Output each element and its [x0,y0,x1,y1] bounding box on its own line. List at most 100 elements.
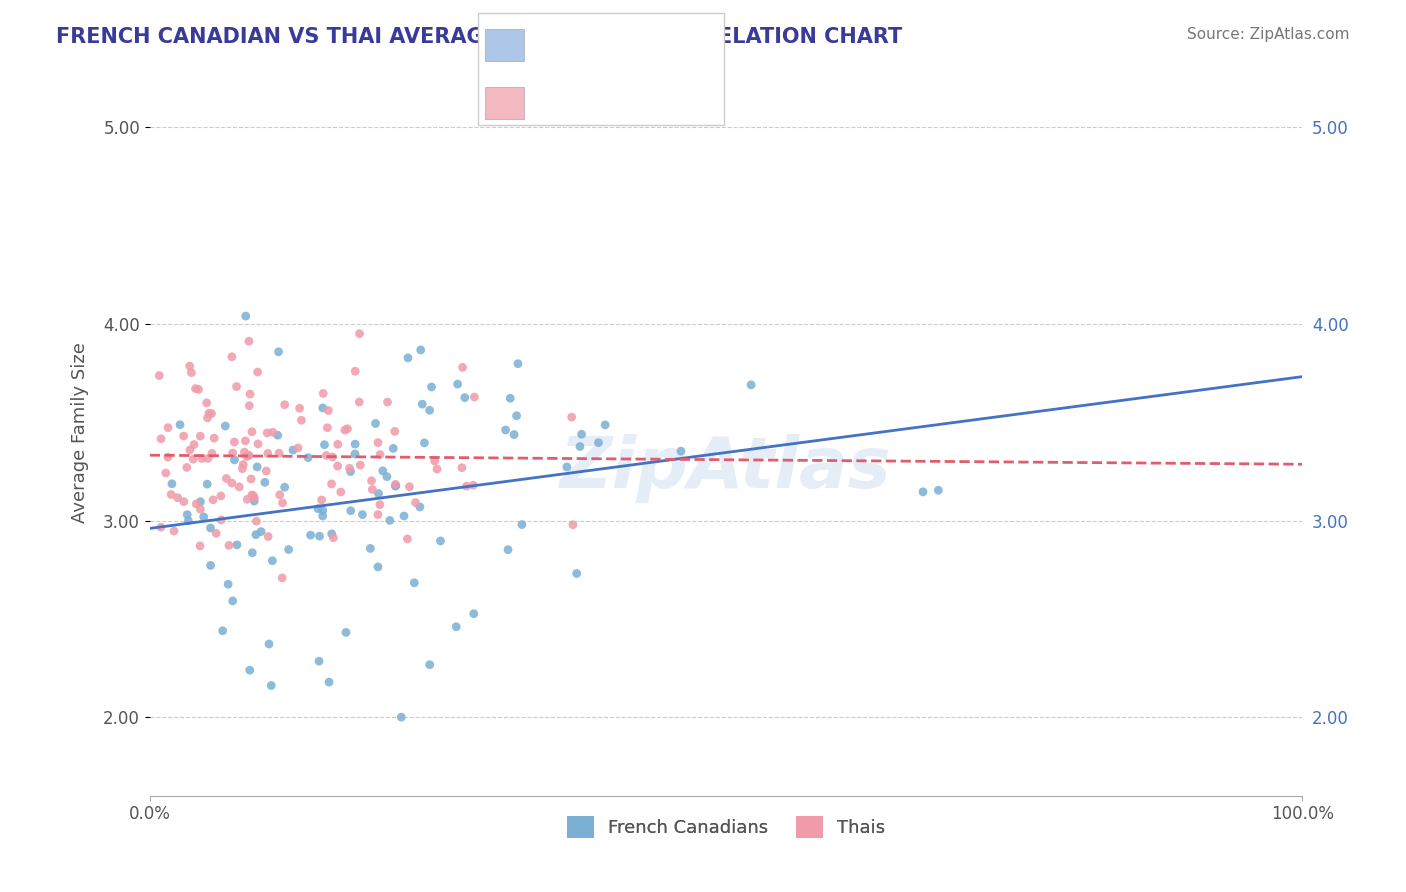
Thais [377,395,399,409]
Thais [149,520,172,534]
French Canadians [267,428,290,442]
Thais [201,446,224,460]
French Canadians [314,438,336,452]
Thais [322,450,344,464]
Thais [271,571,294,585]
French Canadians [267,344,290,359]
Y-axis label: Average Family Size: Average Family Size [72,342,89,523]
French Canadians [318,675,340,690]
Thais [238,399,260,413]
Thais [456,479,478,493]
French Canadians [419,657,441,672]
Thais [245,514,267,528]
French Canadians [588,435,610,450]
Thais [326,459,349,474]
Thais [367,508,389,522]
French Canadians [246,460,269,475]
French Canadians [243,494,266,508]
Thais [156,420,179,434]
French Canadians [217,577,239,591]
Thais [288,401,311,416]
Thais [233,445,256,459]
French Canadians [321,526,343,541]
Thais [209,513,232,527]
Thais [225,379,247,393]
Thais [240,472,263,486]
Thais [190,502,212,516]
French Canadians [169,417,191,432]
French Canadians [253,475,276,490]
French Canadians [911,484,934,499]
Text: N =  91: N = 91 [623,36,699,54]
French Canadians [359,541,381,556]
French Canadians [335,625,357,640]
Thais [312,386,335,401]
French Canadians [260,679,283,693]
Text: R = -0.030: R = -0.030 [531,36,640,54]
French Canadians [195,477,218,491]
Thais [290,413,312,427]
French Canadians [262,554,284,568]
Thais [197,451,219,466]
French Canadians [307,501,329,516]
French Canadians [555,460,578,475]
Thais [166,491,188,505]
Thais [315,449,337,463]
French Canadians [226,538,249,552]
Thais [368,498,391,512]
French Canadians [273,480,295,494]
French Canadians [409,343,432,357]
French Canadians [382,442,405,456]
Thais [155,466,177,480]
French Canadians [446,377,468,392]
French Canadians [190,494,212,508]
French Canadians [413,436,436,450]
Thais [336,422,359,436]
Thais [156,450,179,465]
Thais [235,434,257,448]
Thais [240,488,263,502]
Thais [360,474,382,488]
French Canadians [506,357,529,371]
Thais [405,495,427,509]
French Canadians [499,391,522,405]
French Canadians [463,607,485,621]
Thais [179,442,201,457]
French Canadians [245,527,267,541]
French Canadians [214,419,236,434]
French Canadians [364,417,387,431]
French Canadians [257,637,280,651]
Thais [228,480,250,494]
Thais [221,350,243,364]
French Canadians [235,309,257,323]
French Canadians [308,529,330,543]
Thais [218,538,240,552]
Thais [191,451,214,466]
Thais [240,425,263,439]
French Canadians [571,427,593,442]
French Canadians [200,521,222,535]
Thais [329,485,352,500]
Thais [396,532,419,546]
Thais [183,437,205,451]
French Canadians [177,514,200,528]
French Canadians [176,508,198,522]
Thais [347,395,370,409]
Thais [267,446,290,460]
French Canadians [496,542,519,557]
Thais [173,429,195,443]
Thais [463,478,485,492]
French Canadians [568,440,591,454]
Thais [423,454,446,468]
French Canadians [503,427,526,442]
French Canadians [367,560,389,574]
Thais [384,425,406,439]
French Canadians [495,423,517,437]
French Canadians [392,508,415,523]
Thais [561,517,583,532]
French Canadians [281,443,304,458]
Thais [321,476,343,491]
French Canadians [211,624,233,638]
French Canadians [239,663,262,677]
Thais [198,406,221,420]
